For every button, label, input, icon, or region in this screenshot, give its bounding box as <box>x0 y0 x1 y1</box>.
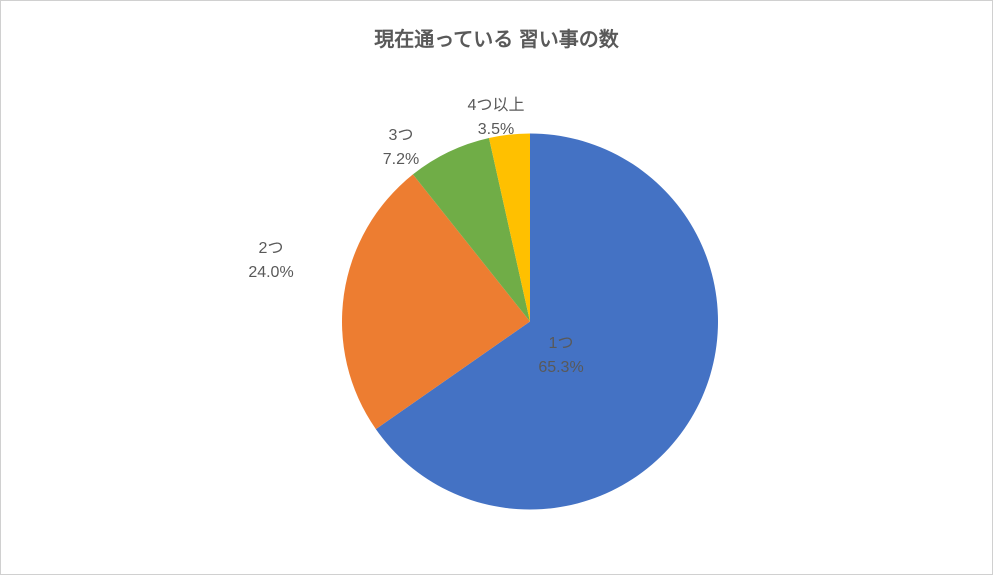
slice-label-name-2: 3つ <box>383 124 419 148</box>
slice-label-name-0: 1つ <box>538 332 583 356</box>
slice-label-percent-0: 65.3% <box>538 356 583 380</box>
slice-label-2: 3つ7.2% <box>383 124 419 172</box>
slice-label-percent-3: 3.5% <box>468 118 525 142</box>
chart-title: 現在通っている 習い事の数 <box>1 1 992 52</box>
slice-label-3: 4つ以上3.5% <box>468 94 525 142</box>
pie-svg <box>342 134 718 510</box>
slice-label-1: 2つ24.0% <box>248 237 293 285</box>
slice-label-percent-2: 7.2% <box>383 148 419 172</box>
pie-wrap <box>342 134 718 515</box>
slice-label-name-1: 2つ <box>248 237 293 261</box>
slice-label-0: 1つ65.3% <box>538 332 583 380</box>
slice-label-name-3: 4つ以上 <box>468 94 525 118</box>
pie-chart: 1つ65.3% 2つ24.0% 3つ7.2% 4つ以上3.5% <box>1 52 992 552</box>
slice-label-percent-1: 24.0% <box>248 261 293 285</box>
